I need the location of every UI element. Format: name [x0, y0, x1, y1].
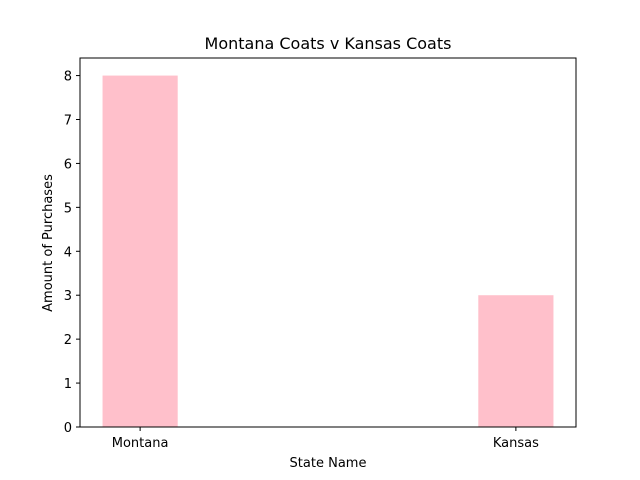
bar-montana: [102, 75, 178, 428]
y-axis-title: Amount of Purchases: [41, 174, 56, 312]
chart-title: Montana Coats v Kansas Coats: [205, 34, 452, 53]
bar-kansas: [478, 295, 554, 427]
x-tick-label: Montana: [112, 436, 169, 451]
plot-area-frame: [79, 57, 577, 428]
y-tick-label: 0: [64, 421, 72, 436]
x-axis-title: State Name: [290, 456, 367, 471]
y-tick-label: 7: [64, 114, 72, 129]
y-tick-label: 1: [64, 377, 72, 392]
y-tick-label: 4: [64, 245, 72, 260]
y-tick-label: 6: [64, 157, 72, 172]
x-tick-label: Kansas: [493, 436, 539, 451]
y-tick-label: 8: [64, 70, 72, 85]
y-tick-label: 5: [64, 201, 72, 216]
y-tick-label: 3: [64, 289, 72, 304]
y-tick-label: 2: [64, 333, 72, 348]
